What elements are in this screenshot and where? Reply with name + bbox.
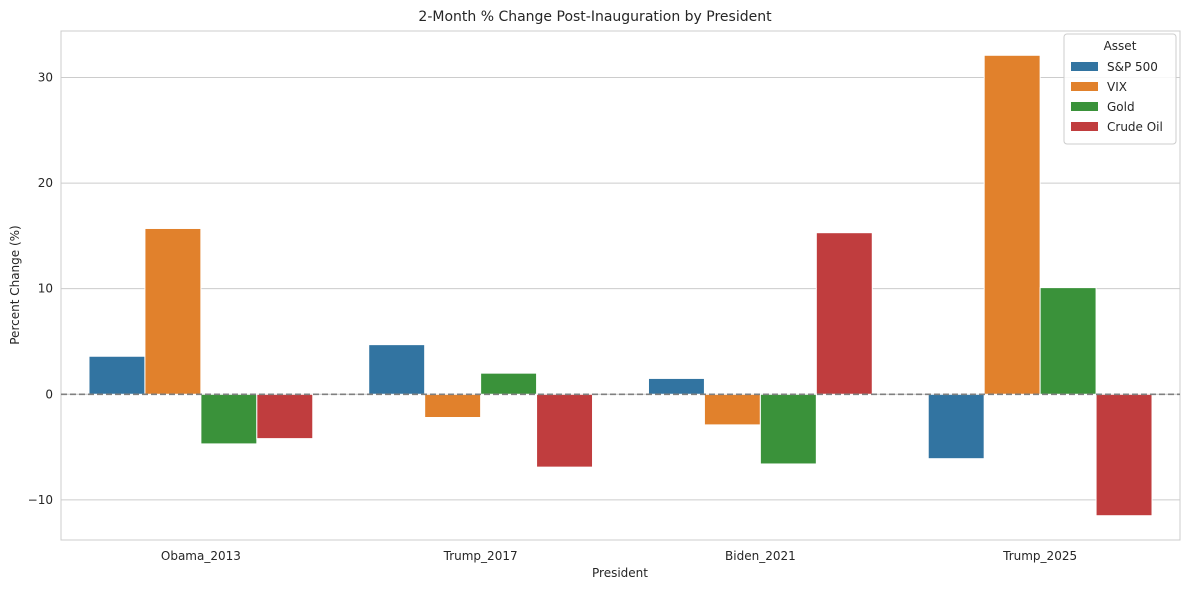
legend-items: S&P 500 VIX Gold Crude Oil bbox=[1071, 60, 1163, 134]
bar bbox=[200, 393, 258, 445]
legend-label: VIX bbox=[1107, 80, 1127, 94]
legend-label: Crude Oil bbox=[1107, 120, 1163, 134]
y-axis-ticks: −10 0 10 20 30 bbox=[28, 70, 53, 506]
bar bbox=[1039, 287, 1097, 395]
y-tick-label: −10 bbox=[28, 493, 53, 507]
legend-title: Asset bbox=[1104, 39, 1137, 53]
bar bbox=[1095, 393, 1153, 517]
legend-swatch bbox=[1071, 122, 1098, 131]
y-axis-label: Percent Change (%) bbox=[8, 225, 22, 345]
bar bbox=[480, 372, 538, 395]
bar bbox=[144, 227, 202, 395]
bar bbox=[368, 344, 426, 395]
bar bbox=[927, 393, 985, 460]
bar bbox=[703, 393, 761, 426]
x-tick-label: Trump_2017 bbox=[443, 549, 518, 563]
x-tick-label: Trump_2025 bbox=[1002, 549, 1077, 563]
bar bbox=[424, 393, 482, 419]
bar bbox=[536, 393, 594, 468]
legend-swatch bbox=[1071, 82, 1098, 91]
bar bbox=[983, 54, 1041, 395]
legend-frame bbox=[1063, 33, 1177, 145]
y-tick-label: 10 bbox=[38, 282, 53, 296]
chart-title: 2-Month % Change Post-Inauguration by Pr… bbox=[418, 9, 772, 25]
bar bbox=[256, 393, 314, 440]
legend-swatch bbox=[1071, 62, 1098, 71]
bar bbox=[815, 232, 873, 395]
bars bbox=[88, 54, 1153, 517]
x-axis-ticks: Obama_2013 Trump_2017 Biden_2021 Trump_2025 bbox=[161, 549, 1077, 563]
y-tick-label: 30 bbox=[38, 70, 53, 84]
bar bbox=[759, 393, 817, 465]
x-tick-label: Obama_2013 bbox=[161, 549, 241, 563]
y-tick-label: 20 bbox=[38, 176, 53, 190]
x-axis-label: President bbox=[592, 566, 648, 580]
legend: Asset S&P 500 VIX Gold Crude Oil bbox=[1063, 33, 1177, 145]
bar bbox=[88, 355, 146, 395]
legend-label: S&P 500 bbox=[1107, 60, 1158, 74]
x-tick-label: Biden_2021 bbox=[725, 549, 796, 563]
bar bbox=[647, 377, 705, 395]
legend-label: Gold bbox=[1107, 100, 1135, 114]
legend-swatch bbox=[1071, 102, 1098, 111]
y-tick-label: 0 bbox=[45, 387, 53, 401]
